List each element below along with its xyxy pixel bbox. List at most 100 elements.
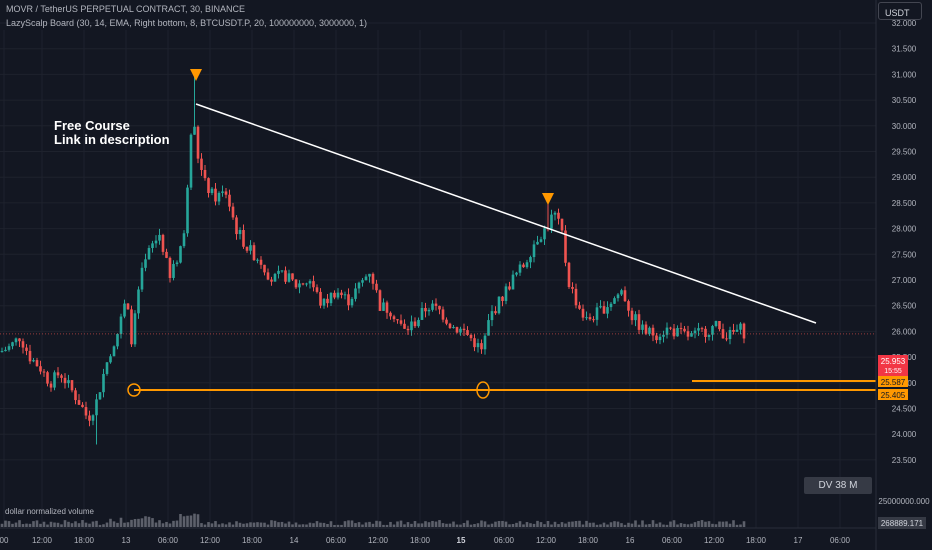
- volume-bar: [305, 524, 308, 527]
- arrow-down-icon-1[interactable]: [190, 69, 202, 81]
- time-tick-label: 12:00: [704, 536, 725, 545]
- volume-bar: [518, 521, 522, 527]
- volume-bar: [462, 522, 466, 527]
- volume-bar: [536, 520, 539, 527]
- volume-bar: [490, 523, 494, 527]
- time-tick-label: 06:00: [326, 536, 347, 545]
- volume-bar: [0, 523, 4, 527]
- volume-bar: [725, 521, 728, 527]
- candle-body: [490, 311, 494, 321]
- candle-body: [32, 360, 35, 362]
- volume-bar: [77, 523, 81, 527]
- volume-bar: [553, 521, 557, 527]
- volume-bar: [487, 524, 490, 527]
- candle-body: [434, 303, 438, 306]
- candle-body: [95, 399, 98, 416]
- candle-body: [431, 303, 434, 310]
- candle-body: [599, 306, 602, 308]
- volume-tick-label: 25000000.000: [878, 497, 930, 506]
- candle-body: [42, 371, 46, 373]
- volume-bar: [427, 522, 431, 527]
- candle-body: [410, 321, 413, 331]
- candle-body: [186, 187, 189, 234]
- candle-body: [249, 245, 252, 251]
- volume-bar: [298, 524, 301, 527]
- candle-body: [119, 316, 123, 334]
- candle-body: [39, 366, 42, 372]
- countdown-label: 15:55: [884, 368, 902, 375]
- candle-body: [518, 264, 522, 273]
- volume-bar: [511, 523, 515, 527]
- candle-body: [644, 324, 648, 334]
- volume-bar: [196, 514, 200, 527]
- volume-bar: [735, 524, 739, 527]
- volume-bar: [445, 523, 448, 527]
- chart-annotation[interactable]: Free Course Link in description: [54, 119, 170, 147]
- candle-body: [427, 309, 431, 312]
- candle-body: [623, 290, 627, 302]
- time-axis: 00 12:00 18:00 13 06:00 12:00 18:00 14 06:00 12:0…: [0, 527, 876, 545]
- volume-bar: [284, 523, 287, 527]
- volume-bar: [354, 523, 357, 527]
- candle-body: [560, 218, 564, 231]
- volume-bar: [67, 521, 70, 527]
- candle-body: [154, 240, 158, 244]
- volume-bar: [522, 524, 525, 527]
- volume-bar: [655, 523, 658, 527]
- arrow-down-icon-2[interactable]: [542, 193, 554, 205]
- candle-body: [459, 328, 462, 333]
- volume-bar: [11, 523, 14, 527]
- volume-bar: [130, 519, 133, 527]
- volume-bar: [620, 523, 623, 527]
- candle-body: [655, 335, 658, 341]
- volume-bar: [70, 523, 74, 527]
- touch-circle-left[interactable]: [127, 383, 141, 397]
- candle-body: [669, 327, 672, 329]
- candle-body: [49, 383, 53, 388]
- candle-body: [725, 338, 728, 340]
- candle-body: [91, 415, 95, 421]
- volume-bar: [378, 521, 382, 527]
- volume-bar: [592, 522, 595, 527]
- candle-body: [11, 342, 14, 347]
- volume-bar: [263, 522, 266, 527]
- volume-bar: [420, 523, 424, 527]
- volume-bar: [438, 520, 441, 527]
- indicator-legend[interactable]: LazyScalp Board (30, 14, EMA, Right bott…: [6, 18, 368, 28]
- price-tick-label: 27.000: [892, 276, 917, 285]
- level-lower-badge: [878, 389, 908, 400]
- volume-bar: [669, 521, 672, 527]
- volume-bar: [238, 522, 242, 527]
- candle-body: [284, 270, 287, 282]
- candle-body: [536, 241, 539, 245]
- touch-circle-right[interactable]: [476, 381, 490, 399]
- volume-bar: [560, 522, 564, 527]
- volume-bar: [637, 524, 641, 527]
- candle-body: [28, 350, 32, 362]
- candle-body: [602, 306, 606, 314]
- volume-bar: [361, 524, 364, 527]
- candle-body: [735, 329, 739, 332]
- time-tick-label: 18:00: [746, 536, 767, 545]
- volume-histogram: [0, 513, 746, 527]
- volume-bar: [189, 515, 193, 527]
- price-tick-label: 30.500: [892, 96, 917, 105]
- candle-body: [707, 334, 711, 337]
- candle-body: [497, 296, 501, 314]
- volume-bar: [56, 522, 60, 527]
- volume-bar: [718, 521, 721, 527]
- volume-bar: [119, 517, 123, 527]
- volume-bar: [245, 523, 249, 527]
- descending-trendline[interactable]: [195, 103, 817, 324]
- price-tick-label: 30.000: [892, 122, 917, 131]
- volume-bar: [46, 524, 49, 527]
- currency-button[interactable]: USDT: [878, 2, 922, 20]
- candle-body: [347, 294, 350, 306]
- volume-indicator-label[interactable]: dollar normalized volume: [5, 507, 94, 516]
- time-tick-label: 12:00: [536, 536, 557, 545]
- price-tick-label: 23.500: [892, 456, 917, 465]
- volume-bar: [63, 520, 67, 527]
- candle-body: [235, 217, 238, 235]
